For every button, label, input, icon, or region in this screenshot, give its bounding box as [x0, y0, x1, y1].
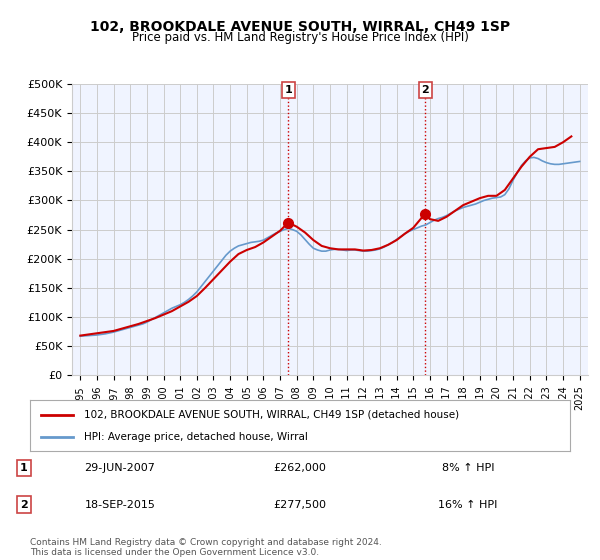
Text: 1: 1 [20, 463, 28, 473]
Text: 29-JUN-2007: 29-JUN-2007 [85, 463, 155, 473]
Text: 2: 2 [421, 85, 429, 95]
Text: £262,000: £262,000 [274, 463, 326, 473]
Text: 102, BROOKDALE AVENUE SOUTH, WIRRAL, CH49 1SP: 102, BROOKDALE AVENUE SOUTH, WIRRAL, CH4… [90, 20, 510, 34]
Text: Price paid vs. HM Land Registry's House Price Index (HPI): Price paid vs. HM Land Registry's House … [131, 31, 469, 44]
Text: 18-SEP-2015: 18-SEP-2015 [85, 500, 155, 510]
Text: HPI: Average price, detached house, Wirral: HPI: Average price, detached house, Wirr… [84, 432, 308, 442]
Text: 2: 2 [20, 500, 28, 510]
Text: 8% ↑ HPI: 8% ↑ HPI [442, 463, 494, 473]
Text: 1: 1 [284, 85, 292, 95]
Text: Contains HM Land Registry data © Crown copyright and database right 2024.
This d: Contains HM Land Registry data © Crown c… [30, 538, 382, 557]
Text: £277,500: £277,500 [274, 500, 326, 510]
Text: 102, BROOKDALE AVENUE SOUTH, WIRRAL, CH49 1SP (detached house): 102, BROOKDALE AVENUE SOUTH, WIRRAL, CH4… [84, 409, 459, 419]
Text: 16% ↑ HPI: 16% ↑ HPI [439, 500, 497, 510]
